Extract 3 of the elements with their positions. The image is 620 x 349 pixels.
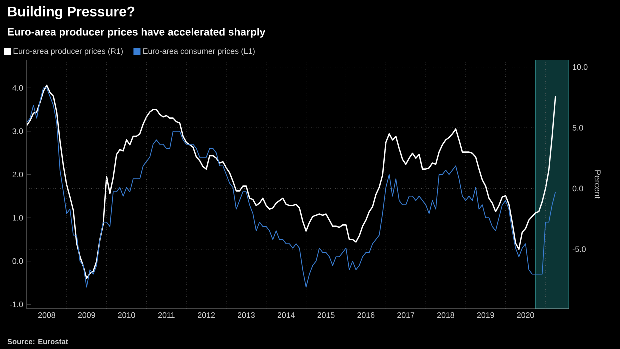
y2-axis-title: Percent — [594, 170, 601, 200]
chart-subtitle: Euro-area producer prices have accelerated sharply — [8, 28, 266, 38]
chart-title: Building Pressure? — [8, 6, 135, 20]
